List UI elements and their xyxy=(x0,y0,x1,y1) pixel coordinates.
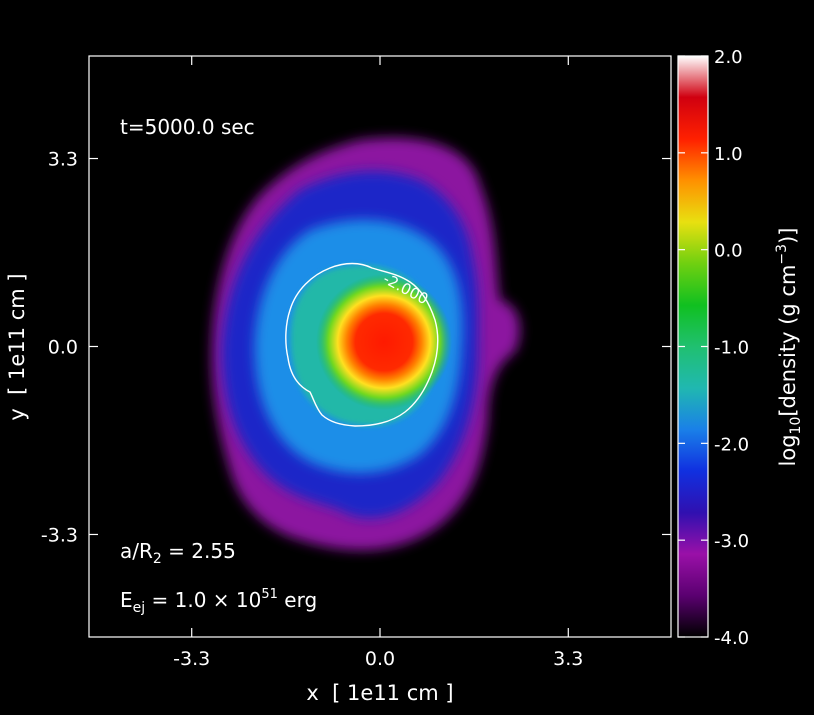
energy-unit: erg xyxy=(278,588,317,612)
y-axis-ticks: -3.3 0.0 3.3 xyxy=(41,149,671,546)
colorbar-tick-label: 1.0 xyxy=(714,144,743,165)
energy-value: = 1.0 × 10 xyxy=(145,588,261,612)
colorbar-tick-label: -1.0 xyxy=(714,338,749,359)
ratio-value: = 2.55 xyxy=(162,539,236,563)
x-tick-label: 3.3 xyxy=(553,648,583,670)
energy-sub: ej xyxy=(133,600,146,616)
energy-main: E xyxy=(120,588,133,612)
energy-annotation: Eej = 1.0 × 1051 erg xyxy=(120,587,317,616)
x-tick-label: 0.0 xyxy=(365,648,395,670)
colorbar-tick-label: 2.0 xyxy=(714,47,743,68)
y-axis-label: y [ 1e11 cm ] xyxy=(5,273,29,420)
colorbar-tick-label: 0.0 xyxy=(714,241,743,262)
dense-core xyxy=(316,274,452,410)
colorbar-label-log: log xyxy=(776,434,800,466)
x-tick-label: -3.3 xyxy=(173,648,210,670)
ratio-sub: 2 xyxy=(153,551,162,567)
plot-area: -2.000 t=5000.0 sec a/R2 = 2.55 Eej = 1.… xyxy=(89,56,671,637)
colorbar-tick-label: -4.0 xyxy=(714,628,749,649)
time-annotation: t=5000.0 sec xyxy=(120,115,255,139)
x-axis-ticks: -3.3 0.0 3.3 xyxy=(173,56,583,670)
colorbar-label-sub: 10 xyxy=(788,417,804,435)
y-tick-label: 0.0 xyxy=(48,337,78,359)
colorbar-tick-label: -2.0 xyxy=(714,434,749,455)
colorbar-tick-label: -3.0 xyxy=(714,531,749,552)
colorbar-label-end: )] xyxy=(776,228,800,244)
x-axis-label: x [ 1e11 cm ] xyxy=(306,681,453,705)
density-contour xyxy=(285,262,439,427)
y-tick-label: 3.3 xyxy=(48,149,78,171)
colorbar-ticks: 2.0 1.0 0.0 -1.0 -2.0 -3.0 -4.0 xyxy=(678,47,749,649)
ratio-main: a/R xyxy=(120,539,153,563)
y-tick-label: -3.3 xyxy=(41,524,78,546)
colorbar-label: log10[density (g cm−3)] xyxy=(774,228,804,467)
colorbar-label-main: [density (g cm xyxy=(776,265,800,417)
energy-sup: 51 xyxy=(261,587,278,602)
ratio-annotation: a/R2 = 2.55 xyxy=(120,539,236,567)
colorbar-label-sup: −3 xyxy=(774,244,790,265)
